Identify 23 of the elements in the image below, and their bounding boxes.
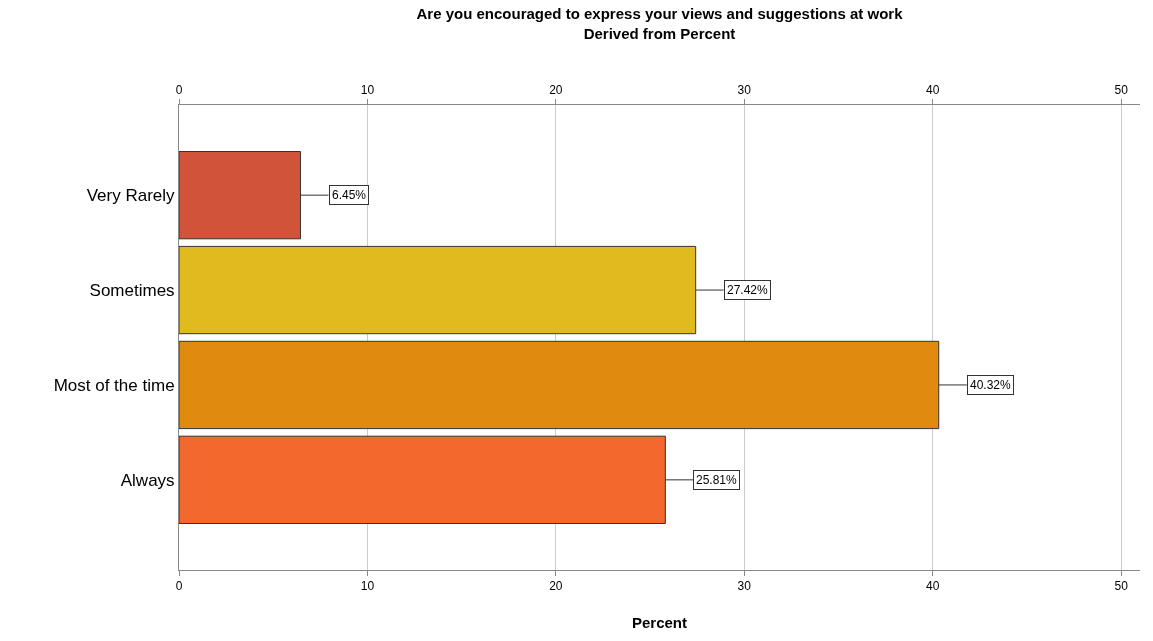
data-label: 6.45% [332,188,367,202]
x2-tick-label: 40 [926,579,940,594]
chart-title: Are you encouraged to express your views and suggestions at work [416,5,904,23]
x2-tick-label: 50 [1114,579,1129,594]
x2-tick-label: 10 [360,579,375,594]
y-tick-label: Very Rarely [86,186,176,206]
x-tick-label: 20 [549,83,563,98]
x-tick-label: 0 [175,83,183,98]
x-tick-label: 10 [360,83,375,98]
chart-subtitle: Derived from Percent [583,24,736,42]
x2-tick-label: 0 [175,579,183,594]
data-label: 25.81% [696,473,738,487]
y-tick-label: Sometimes [89,281,175,300]
y-tick-label: Always [120,470,175,490]
x-axis-title: Percent [631,614,688,632]
x-tick-label: 40 [926,83,940,98]
x2-tick-label: 30 [737,579,752,594]
data-label: 27.42% [727,283,769,297]
x-tick-label: 50 [1114,83,1129,98]
x2-tick-label: 20 [549,579,563,594]
x-tick-label: 30 [737,83,752,98]
data-label: 40.32% [970,378,1012,392]
y-tick-label: Most of the time [53,375,175,395]
